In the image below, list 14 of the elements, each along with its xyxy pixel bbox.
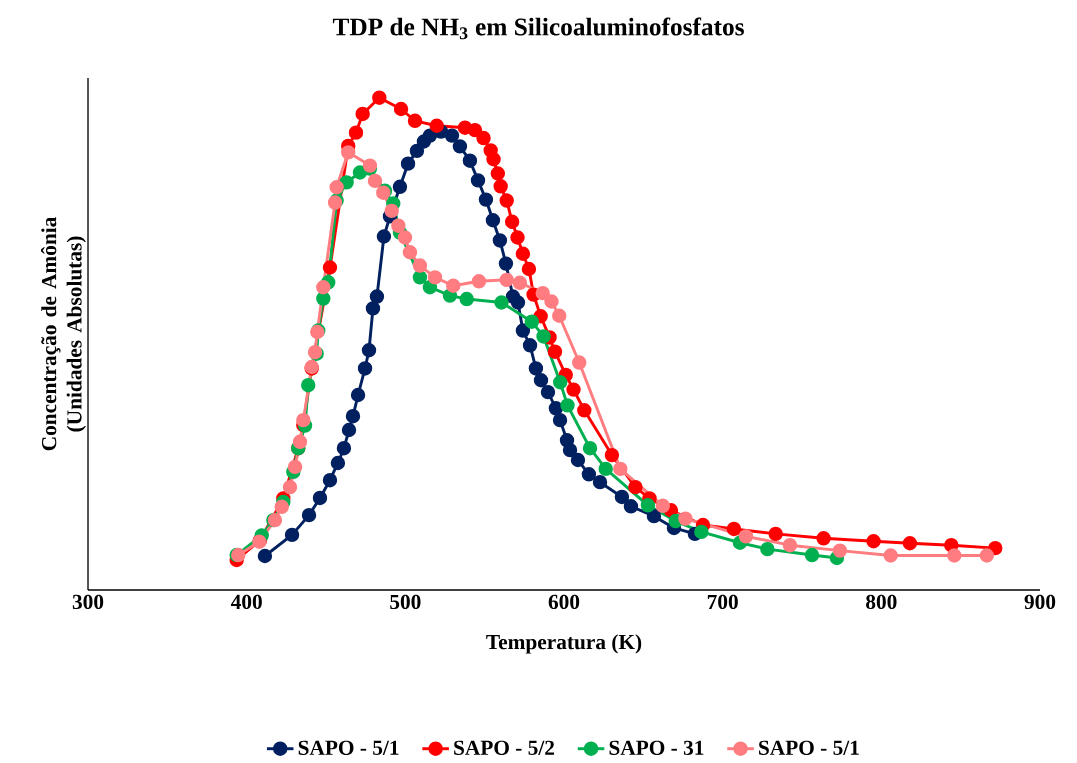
- x-tick-label: 500: [390, 594, 421, 610]
- x-tick-label: 400: [230, 594, 262, 610]
- legend-label: SAPO - 31: [609, 740, 704, 755]
- x-axis-title: Temperatura (K): [486, 634, 642, 654]
- x-tick-label: 900: [1024, 594, 1056, 610]
- legend-label: SAPO - 5/1: [759, 740, 859, 755]
- y-axis-title: Concentração de Amônia (Unidades Absolutas): [41, 217, 86, 451]
- legend-label: SAPO - 5/1: [298, 740, 399, 755]
- chart-title: TDP de NH$_{3}$ em Silicoaluminofosfatos: [332, 17, 744, 40]
- x-tick-label: 600: [548, 594, 580, 610]
- legend-label: SAPO - 5/2: [454, 740, 555, 755]
- x-tick-label: 700: [707, 594, 738, 610]
- x-tick-label: 300: [72, 594, 104, 610]
- x-tick-label: 800: [866, 594, 897, 610]
